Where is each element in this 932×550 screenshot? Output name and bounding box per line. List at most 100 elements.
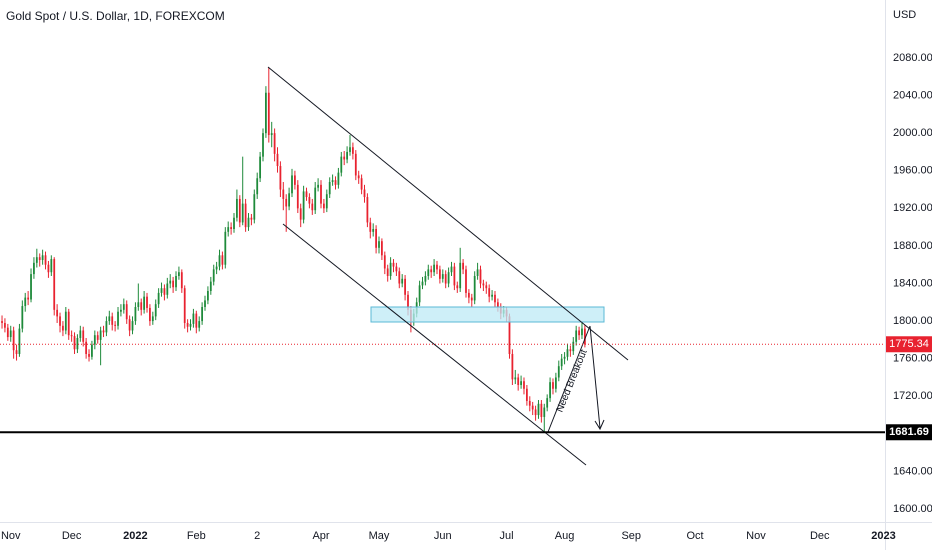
- candle-body: [270, 133, 273, 136]
- candle-body: [302, 191, 305, 220]
- candle-body: [12, 330, 15, 351]
- candle-body: [56, 309, 59, 317]
- candle-body: [311, 203, 314, 211]
- candle-body: [296, 184, 299, 209]
- y-tick-label: 2000.00: [893, 127, 932, 139]
- x-tick-label: Dec: [62, 530, 82, 542]
- candle-body: [450, 266, 453, 273]
- candle-body: [438, 269, 441, 279]
- candle-body: [465, 269, 467, 293]
- candle-body: [285, 198, 288, 207]
- candle-body: [424, 275, 427, 282]
- candle-body: [537, 403, 540, 416]
- candle-body: [305, 191, 308, 198]
- candle-body: [282, 189, 285, 199]
- candle-body: [227, 227, 230, 232]
- candle-body: [157, 292, 160, 305]
- candle-body: [209, 281, 212, 292]
- candle-body: [241, 203, 244, 223]
- candle-body: [549, 382, 551, 399]
- candle-body: [27, 297, 30, 300]
- candle-body: [340, 156, 343, 173]
- candle-body: [35, 257, 38, 263]
- candle-body: [546, 398, 549, 408]
- candle-body: [102, 330, 105, 333]
- candle-body: [186, 322, 189, 327]
- x-tick-label: Dec: [810, 530, 830, 542]
- x-tick-label: Sep: [621, 530, 641, 542]
- chart-title: Gold Spot / U.S. Dollar, 1D, FOREXCOM: [6, 9, 225, 23]
- candle-body: [386, 268, 389, 276]
- candle-body: [557, 366, 560, 378]
- candle-body: [351, 147, 354, 154]
- candle-body: [554, 377, 557, 389]
- candle-body: [38, 257, 41, 261]
- candle-body: [76, 338, 79, 350]
- candle-body: [131, 321, 134, 331]
- candle-body: [201, 306, 204, 322]
- candle-body: [572, 341, 575, 352]
- candle-body: [67, 311, 70, 336]
- candle-body: [488, 288, 491, 297]
- candle-body: [543, 407, 546, 417]
- candle-body: [407, 294, 409, 310]
- candle-body: [59, 316, 61, 326]
- candle-body: [366, 197, 369, 223]
- candle-body: [15, 350, 18, 354]
- y-tick-label: 2080.00: [893, 52, 932, 64]
- candle-body: [346, 151, 348, 160]
- candle-body: [195, 313, 198, 328]
- candle-body: [85, 341, 88, 354]
- candle-body: [175, 275, 177, 288]
- candle-body: [180, 272, 183, 289]
- candle-body: [349, 147, 351, 152]
- x-tick-label: Apr: [312, 530, 329, 542]
- candle-body: [421, 281, 424, 286]
- candle-body: [163, 288, 166, 295]
- candle-body: [560, 358, 563, 367]
- candle-body: [166, 283, 169, 295]
- candle-body: [476, 269, 479, 276]
- candle-body: [531, 405, 534, 410]
- candle-body: [401, 278, 404, 284]
- candle-body: [331, 180, 334, 183]
- candle-body: [482, 283, 485, 286]
- candle-body: [149, 307, 151, 322]
- candle-body: [114, 324, 117, 326]
- candle-body: [392, 262, 395, 267]
- candle-body: [160, 288, 163, 293]
- candle-body: [6, 327, 9, 338]
- candle-body: [514, 377, 517, 380]
- candle-body: [462, 262, 464, 270]
- candle-body: [125, 304, 128, 320]
- candle-body: [273, 133, 276, 154]
- candle-body: [79, 330, 82, 339]
- candle-body: [189, 323, 192, 327]
- candle-body: [517, 377, 520, 385]
- candle-body: [267, 92, 270, 136]
- candle-body: [343, 156, 346, 160]
- candle-body: [317, 184, 320, 188]
- candles: [1, 67, 586, 433]
- x-tick-label: Feb: [187, 530, 206, 542]
- candle-body: [520, 381, 522, 385]
- arrow-line: [589, 325, 601, 429]
- candle-body: [441, 274, 444, 279]
- candle-body: [93, 335, 96, 345]
- candle-body: [496, 302, 499, 307]
- candle-body: [389, 262, 392, 276]
- arrow-head: [594, 419, 605, 431]
- y-tick-label: 1920.00: [893, 202, 932, 214]
- candle-body: [575, 330, 578, 342]
- candle-body: [291, 175, 293, 194]
- candle-body: [308, 197, 311, 204]
- candle-body: [111, 316, 114, 325]
- candle-body: [427, 269, 430, 276]
- candle-body: [337, 172, 340, 185]
- candle-body: [404, 278, 406, 295]
- candle-body: [140, 302, 143, 310]
- candle-body: [259, 156, 262, 179]
- candle-body: [265, 92, 267, 134]
- candle-body: [380, 241, 383, 256]
- candle-body: [1, 321, 3, 323]
